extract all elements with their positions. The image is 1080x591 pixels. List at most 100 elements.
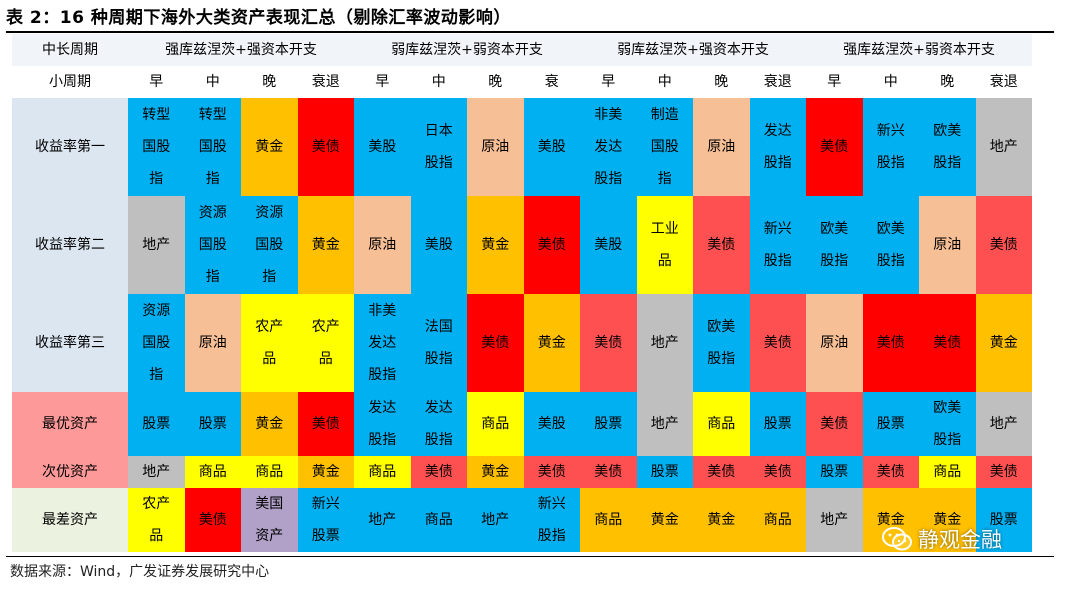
asset-cell: 美债 <box>749 456 806 488</box>
header-phase: 早 <box>806 66 863 98</box>
asset-label: 美债 <box>707 237 736 253</box>
table-row: 收益率第一 转型国股指 转型国股指 黄金 美债 美股 日本股指 原油 美股 非美发达股指 制造国股指… <box>12 98 1032 196</box>
asset-cell: 欧美股指 <box>862 196 919 294</box>
asset-cell: 美股 <box>523 392 580 456</box>
asset-cell: 农产品 <box>297 294 354 392</box>
asset-cell: 新兴股指 <box>749 196 806 294</box>
asset-cell: 商品 <box>919 456 976 488</box>
asset-label: 黄金 <box>707 512 736 528</box>
asset-label: 商品 <box>255 464 284 480</box>
asset-cell: 转型国股指 <box>128 98 185 196</box>
asset-label: 资源国股指 <box>255 205 284 285</box>
header-phase: 中 <box>636 66 693 98</box>
asset-label: 黄金 <box>537 335 566 351</box>
asset-cell: 股票 <box>636 456 693 488</box>
wechat-icon <box>882 527 912 551</box>
asset-cell: 欧美股指 <box>919 98 976 196</box>
header-phase: 衰退 <box>749 66 806 98</box>
asset-cell: 非美发达股指 <box>354 294 411 392</box>
asset-label: 美债 <box>594 464 623 480</box>
asset-label: 非美发达股指 <box>368 303 397 383</box>
asset-label: 原油 <box>707 139 736 155</box>
row-label: 收益率第二 <box>12 196 128 294</box>
asset-label: 地产 <box>368 512 397 528</box>
asset-label: 黄金 <box>255 416 284 432</box>
asset-label: 美债 <box>481 335 510 351</box>
asset-cell: 原油 <box>693 98 750 196</box>
asset-label: 美债 <box>820 139 849 155</box>
asset-cell: 美债 <box>580 456 637 488</box>
asset-label: 新兴股指 <box>876 123 905 171</box>
asset-cell: 欧美股指 <box>919 392 976 456</box>
asset-cell: 地产 <box>467 488 524 552</box>
asset-cell: 黄金 <box>862 488 919 552</box>
asset-label: 股票 <box>763 416 792 432</box>
asset-cell: 制造国股指 <box>636 98 693 196</box>
header-phase: 衰退 <box>975 66 1032 98</box>
asset-label: 原油 <box>481 139 510 155</box>
asset-label: 地产 <box>989 416 1018 432</box>
asset-label: 美债 <box>537 464 566 480</box>
asset-label: 美债 <box>424 464 453 480</box>
asset-cell: 黄金 <box>297 196 354 294</box>
asset-label: 商品 <box>763 512 792 528</box>
asset-cell: 地产 <box>128 196 185 294</box>
asset-label: 新兴股票 <box>311 496 340 544</box>
asset-cell: 美债 <box>580 294 637 392</box>
asset-label: 原油 <box>368 237 397 253</box>
asset-cell: 黄金 <box>467 196 524 294</box>
row-label: 最优资产 <box>12 392 128 456</box>
asset-label: 新兴股指 <box>763 221 792 269</box>
table-title: 表 2：16 种周期下海外大类资产表现汇总（剔除汇率波动影响） <box>6 8 511 28</box>
asset-cell: 地产 <box>636 392 693 456</box>
asset-performance-table: 中长周期 强库兹涅茨+强资本开支 弱库兹涅茨+弱资本开支 弱库兹涅茨+强资本开支 强库兹… <box>12 34 1032 552</box>
asset-label: 农产品 <box>311 319 340 367</box>
asset-label: 股票 <box>989 512 1018 528</box>
asset-label: 美股 <box>537 416 566 432</box>
asset-cell: 转型国股指 <box>184 98 241 196</box>
header-phase: 衰 <box>523 66 580 98</box>
asset-cell: 黄金 <box>919 488 976 552</box>
asset-label: 欧美股指 <box>820 221 849 269</box>
asset-cell: 农产品 <box>128 488 185 552</box>
asset-label: 原油 <box>820 335 849 351</box>
asset-cell: 美债 <box>410 456 467 488</box>
asset-label: 法国股指 <box>424 319 453 367</box>
asset-label: 美债 <box>933 335 962 351</box>
asset-label: 地产 <box>650 335 679 351</box>
asset-label: 美股 <box>368 139 397 155</box>
asset-label: 美债 <box>311 139 340 155</box>
asset-label: 商品 <box>481 416 510 432</box>
header-phase: 中 <box>184 66 241 98</box>
header-phase: 中 <box>410 66 467 98</box>
asset-cell: 商品 <box>580 488 637 552</box>
asset-label: 商品 <box>933 464 962 480</box>
asset-cell: 商品 <box>467 392 524 456</box>
asset-cell: 资源国股指 <box>184 196 241 294</box>
asset-cell: 股票 <box>184 392 241 456</box>
asset-cell: 股票 <box>862 392 919 456</box>
asset-cell: 欧美股指 <box>693 294 750 392</box>
asset-cell: 日本股指 <box>410 98 467 196</box>
header-phase: 早 <box>580 66 637 98</box>
header-cycle-label: 中长周期 <box>12 34 128 66</box>
asset-cell: 资源国股指 <box>241 196 298 294</box>
row-label: 次优资产 <box>12 456 128 488</box>
asset-label: 黄金 <box>311 464 340 480</box>
asset-cell: 美债 <box>749 294 806 392</box>
asset-label: 黄金 <box>481 464 510 480</box>
asset-label: 工业品 <box>650 221 679 269</box>
asset-cell: 黄金 <box>523 294 580 392</box>
asset-label: 地产 <box>481 512 510 528</box>
asset-cell: 美债 <box>975 196 1032 294</box>
asset-cell: 美债 <box>523 456 580 488</box>
asset-label: 资源国股指 <box>198 205 227 285</box>
asset-cell: 股票 <box>749 392 806 456</box>
asset-cell: 发达股指 <box>749 98 806 196</box>
header-phase: 早 <box>354 66 411 98</box>
asset-cell: 地产 <box>975 98 1032 196</box>
asset-label: 商品 <box>707 416 736 432</box>
asset-cell: 黄金 <box>241 98 298 196</box>
header-group: 强库兹涅茨+强资本开支 <box>128 34 354 66</box>
asset-cell: 美国资产 <box>241 488 298 552</box>
